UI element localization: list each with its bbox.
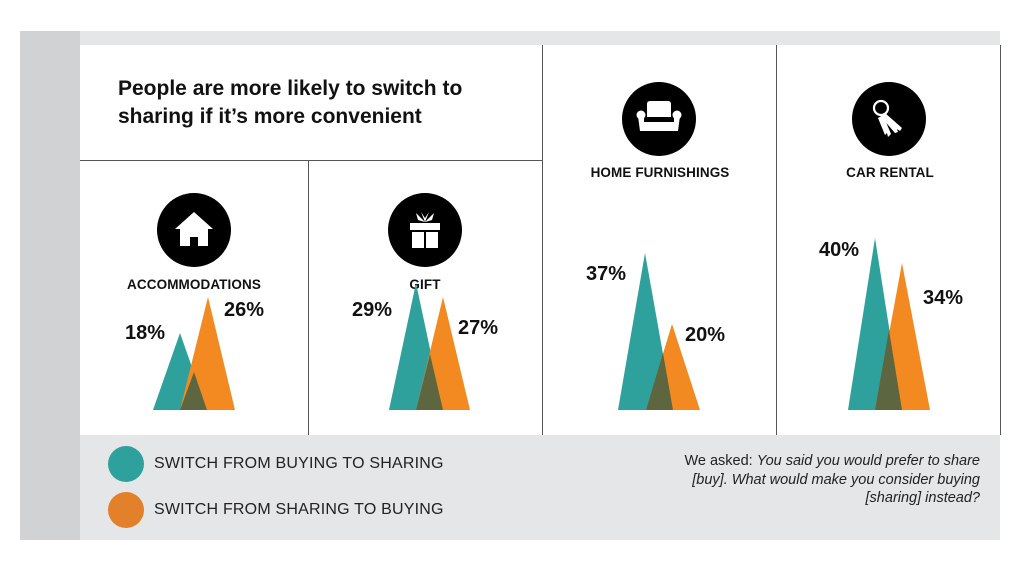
left-accent-bar: [20, 31, 80, 540]
category-label-home-furnishings: HOME FURNISHINGS: [590, 165, 730, 180]
legend-item-buying-to-sharing: SWITCH FROM BUYING TO SHARING: [108, 446, 444, 482]
value-label: 27%: [458, 317, 499, 339]
value-label: 26%: [224, 299, 265, 321]
legend-label: SWITCH FROM BUYING TO SHARING: [154, 455, 444, 472]
category-label-accommodations: ACCOMMODATIONS: [127, 277, 261, 292]
divider: [80, 160, 542, 161]
gift-icon: [388, 193, 462, 267]
divider: [308, 161, 309, 435]
divider: [776, 45, 777, 435]
value-label: 37%: [586, 263, 627, 285]
house-icon: [157, 193, 231, 267]
armchair-icon: [622, 82, 696, 156]
category-label-car-rental: CAR RENTAL: [846, 165, 934, 180]
page-title: People are more likely to switch to shar…: [118, 77, 463, 128]
keys-icon: [852, 82, 926, 156]
note-question: You said you would prefer to share [buy]…: [692, 453, 980, 506]
legend-item-sharing-to-buying: SWITCH FROM SHARING TO BUYING: [108, 492, 444, 528]
value-label: 20%: [685, 324, 726, 346]
legend-label: SWITCH FROM SHARING TO BUYING: [154, 501, 444, 518]
survey-question-note: We asked: You said you would prefer to s…: [680, 452, 980, 508]
divider: [1000, 45, 1001, 435]
orange-dot-icon: [108, 492, 144, 528]
divider: [542, 45, 543, 435]
value-label: 18%: [125, 322, 166, 344]
value-label: 34%: [923, 287, 964, 309]
teal-dot-icon: [108, 446, 144, 482]
top-accent-strip: [80, 31, 1000, 45]
value-label: 40%: [819, 239, 860, 261]
category-label-gift: GIFT: [409, 277, 441, 292]
note-prefix: We asked:: [684, 453, 757, 469]
legend-band: [80, 435, 1000, 540]
value-label: 29%: [352, 299, 393, 321]
